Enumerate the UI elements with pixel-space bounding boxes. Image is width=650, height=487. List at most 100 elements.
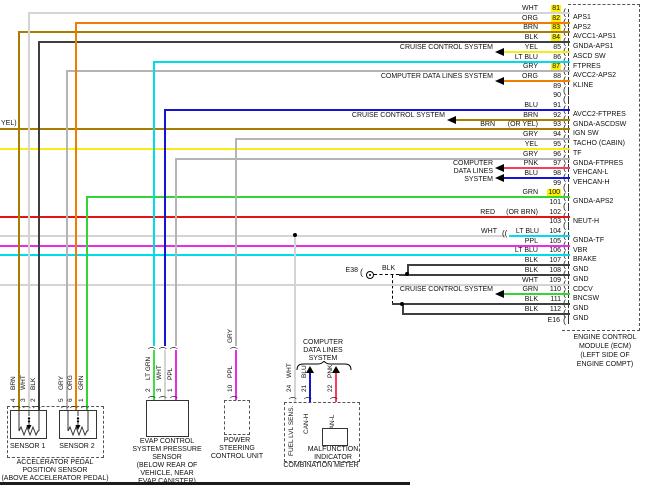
- wire: [153, 350, 155, 400]
- left-arrow-icon: [495, 290, 504, 298]
- wire: [0, 128, 570, 130]
- connector-mark: (: [158, 346, 168, 350]
- left-arrow-icon: [495, 77, 504, 85]
- wire: [407, 264, 409, 276]
- potentiometer-icon: [18, 411, 40, 437]
- wire: [0, 245, 570, 247]
- component-pin-number: 3: [20, 398, 27, 402]
- ecm-pin-number: 81: [551, 5, 561, 12]
- wire-color-label: GRY: [522, 131, 538, 138]
- ecm-pin-number: 103: [549, 218, 561, 225]
- wire: [175, 350, 177, 400]
- potentiometer-icon: [67, 411, 89, 437]
- connector-mark: (: [32, 405, 42, 409]
- wire: [18, 31, 570, 33]
- wire: [164, 109, 166, 346]
- wire: [0, 148, 570, 150]
- wire: [504, 51, 570, 53]
- component-wire-color-label: LT GRN: [145, 356, 152, 380]
- ecm-pin-number: 102: [549, 209, 561, 216]
- ecm-pin-name: GNDA-ASCDSW: [573, 121, 627, 128]
- ecm-pin-name: BNCSW: [573, 295, 600, 302]
- ecm-connector-bracket: (: [563, 315, 566, 325]
- evap-caption-line: EVAP CONTROL: [139, 438, 195, 445]
- ecm-pin-bracket: (: [563, 94, 566, 104]
- ecm-box-right: [639, 4, 640, 331]
- data-lines-ref-line: SYSTEM: [464, 176, 493, 183]
- wire: [402, 313, 570, 315]
- wire: [235, 138, 237, 346]
- up-arrow-icon: [332, 366, 340, 373]
- ecm-pin-bar: [568, 87, 569, 95]
- wire: [504, 167, 570, 169]
- ecm-connector-label: E16: [547, 317, 560, 324]
- mil-label-line: MALFUNCTION: [307, 446, 359, 453]
- wire: [75, 22, 77, 410]
- mil-label-line: INDICATOR: [314, 454, 352, 461]
- component-pin-number: 5: [58, 398, 65, 402]
- component-wire-color-label: GRY: [58, 376, 65, 390]
- component-wire-color-label: BRN: [10, 376, 17, 390]
- wire-color-label: BLU: [524, 170, 538, 177]
- component-pin-number: 24: [286, 384, 293, 392]
- combination-meter-box: [284, 402, 360, 462]
- wire: [402, 304, 404, 315]
- wire-color-label: BLK: [524, 257, 538, 264]
- wire: [0, 216, 570, 218]
- ecm-pin-number: 106: [549, 247, 561, 254]
- system-reference-label: CRUISE CONTROL SYSTEM: [399, 44, 493, 51]
- wire-color-label: LT BLU: [514, 54, 538, 61]
- ecm-pin-number: 107: [549, 257, 561, 264]
- ecm-pin-name: ASCD SW: [573, 53, 606, 60]
- component-wire-color-label: PPL: [167, 367, 174, 380]
- ecm-pin-name: KLINE: [573, 82, 594, 89]
- ecm-pin-name: AVCC2-FTPRES: [573, 111, 626, 118]
- ecm-pin-number: 83: [551, 24, 561, 31]
- wire-color-label: BLK: [524, 296, 538, 303]
- up-arrow-icon: [306, 366, 314, 373]
- wire: [86, 196, 570, 198]
- ground-connector-icon: [366, 271, 374, 279]
- wire: [86, 196, 88, 410]
- evap-sensor-box: [146, 400, 189, 437]
- edge-wire-label: YEL): [1, 120, 17, 127]
- ecm-pin-number: 89: [553, 83, 561, 90]
- wire: [153, 61, 570, 63]
- pedal-sensor-box: [7, 406, 104, 458]
- wire: [38, 41, 570, 43]
- ecm-pin-number: 86: [553, 54, 561, 61]
- wire: [504, 80, 570, 82]
- system-reference-label: COMPUTER DATA LINES SYSTEM: [380, 73, 493, 80]
- wire-color-label: LT BLU: [515, 228, 539, 235]
- wire-color-label: GRY: [522, 63, 538, 70]
- wire: [509, 235, 570, 237]
- pedal-caption-line: (ABOVE ACCELERATOR PEDAL): [1, 475, 109, 482]
- wire-color-label: BRN: [480, 121, 495, 128]
- ecm-caption-line: ENGINE CONTROL: [573, 334, 637, 341]
- connector-mark: (: [329, 396, 339, 400]
- ecm-pin-bar: [568, 96, 569, 104]
- wire: [66, 70, 68, 410]
- connector-mark: (: [80, 405, 90, 409]
- wire-color-label: WHT: [522, 277, 538, 284]
- left-arrow-icon: [495, 164, 504, 172]
- wire: [164, 350, 166, 400]
- wire-color-label: YEL: [524, 44, 538, 51]
- connector-mark: (: [60, 405, 70, 409]
- ecm-pin-name: VEHCAN-L: [573, 169, 609, 176]
- ecm-pin-name: VEHCAN-H: [573, 179, 610, 186]
- connector-mark: (: [169, 346, 179, 350]
- data-lines-ref-line: COMPUTER: [452, 160, 493, 167]
- connector-mark: (: [158, 395, 168, 399]
- meter-data-lines-line: DATA LINES: [303, 347, 343, 354]
- ecm-pin-number: 90: [553, 92, 561, 99]
- wire-color-label: GRY: [522, 151, 538, 158]
- connector-mark: (: [169, 395, 179, 399]
- wire: [38, 41, 40, 410]
- ecm-pin-name: GND: [573, 276, 589, 283]
- ecm-pin-name: GND: [573, 305, 589, 312]
- sensor1-box: [10, 410, 47, 439]
- ecm-pin-bar: [568, 184, 569, 192]
- wire-color-label: BLU: [524, 102, 538, 109]
- wire: [153, 61, 155, 346]
